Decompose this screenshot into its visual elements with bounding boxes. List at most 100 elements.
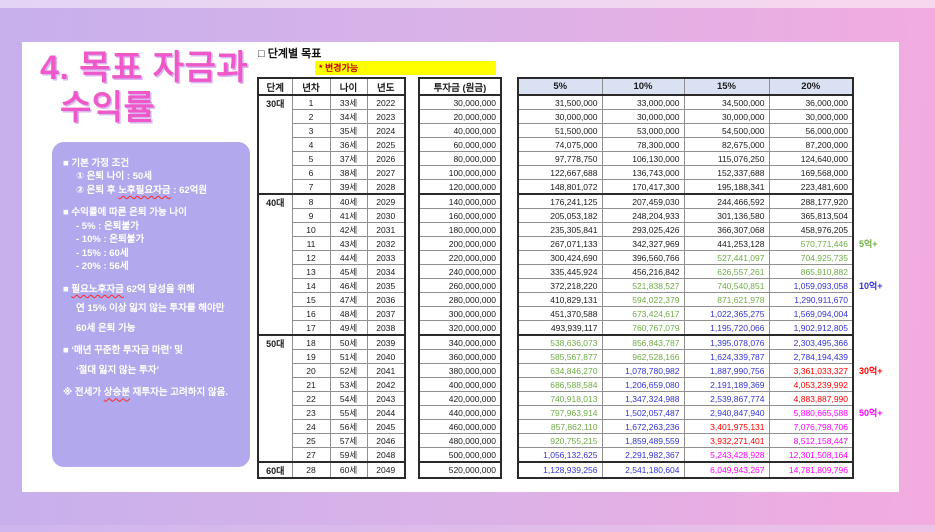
- row-number-cell: 13: [291, 264, 331, 279]
- assumption-line: ① 은퇴 나이 : 50세: [63, 170, 239, 183]
- year-cell: 2040: [366, 349, 406, 364]
- year-cell: 2035: [366, 278, 406, 293]
- table-row: 19 51세 2040 360,000,000 585,567,877 962,528,1…: [258, 349, 897, 364]
- investment-cell: 520,000,000: [418, 461, 502, 479]
- return-cell: 7,076,798,706: [768, 419, 854, 434]
- assumption-line: 연 15% 이상 잃지 않는 투자를 해야만: [63, 302, 239, 315]
- assumption-text: 60세 은퇴 가능: [76, 322, 136, 334]
- age-cell: 55세: [329, 405, 368, 420]
- return-cell: 920,755,215: [517, 433, 603, 448]
- row-number-cell: 22: [291, 391, 331, 406]
- gap: [405, 434, 419, 448]
- annotation-label: [853, 194, 897, 209]
- return-cell: 1,195,720,066: [683, 320, 770, 336]
- row-number-cell: 25: [291, 433, 331, 448]
- return-cell: 51,500,000: [517, 123, 603, 138]
- age-cell: 41세: [329, 208, 368, 223]
- annotation-label: 50억+: [859, 408, 883, 418]
- age-cell: 39세: [329, 179, 368, 195]
- row-number-cell: 14: [291, 278, 331, 293]
- return-cell: 31,500,000: [517, 94, 603, 110]
- gap: [853, 78, 897, 95]
- return-cell: 288,177,920: [768, 193, 854, 209]
- return-cell: 1,502,057,487: [601, 405, 685, 420]
- gap: [405, 138, 419, 152]
- header-stage: 단계: [257, 77, 293, 96]
- table-row: 6 38세 2027 100,000,000 122,667,688 136,743,00…: [258, 165, 897, 180]
- row-number-cell: 27: [291, 447, 331, 463]
- return-cell: 30,000,000: [683, 109, 770, 124]
- return-cell: 1,672,263,236: [601, 419, 685, 434]
- assumption-line: ② 은퇴 후 노후필요자금 : 62억원: [63, 184, 239, 197]
- return-cell: 856,843,787: [601, 334, 685, 350]
- investment-cell: 80,000,000: [418, 151, 502, 166]
- bottom-border-strip: [0, 525, 935, 532]
- gap: [501, 406, 518, 420]
- assumption-text: ■ ‘매년 꾸준한 투자금 마련’ 및: [63, 345, 183, 357]
- investment-cell: 480,000,000: [418, 433, 502, 448]
- row-number-cell: 7: [291, 179, 331, 195]
- gap: [405, 180, 419, 195]
- return-cell: 410,829,131: [517, 292, 603, 307]
- return-cell: 82,675,000: [683, 137, 770, 152]
- gap: [501, 237, 518, 251]
- return-cell: 458,976,205: [768, 222, 854, 237]
- header-rate-5: 5%: [517, 77, 603, 96]
- year-cell: 2045: [366, 419, 406, 434]
- investment-cell: 440,000,000: [418, 405, 502, 420]
- return-cell: 300,424,690: [517, 250, 603, 265]
- table-row: 7 39세 2028 120,000,000 148,801,072 170,417,30…: [258, 179, 897, 195]
- return-cell: 626,557,261: [683, 264, 770, 279]
- gap: [501, 138, 518, 152]
- assumption-text: - 5% : 은퇴불가: [76, 220, 139, 232]
- gap: [501, 321, 518, 336]
- assumption-text: : 62억원: [170, 184, 208, 196]
- gap: [405, 378, 419, 392]
- return-cell: 1,347,324,988: [601, 391, 685, 406]
- age-cell: 44세: [329, 250, 368, 265]
- gap: [501, 265, 518, 279]
- return-cell: 704,925,735: [768, 250, 854, 265]
- return-cell: 342,327,969: [601, 236, 685, 251]
- return-cell: 3,401,975,131: [683, 419, 770, 434]
- return-cell: 30,000,000: [517, 109, 603, 124]
- return-cell: 2,940,847,940: [683, 405, 770, 420]
- age-cell: 33세: [329, 94, 368, 110]
- year-cell: 2024: [366, 123, 406, 138]
- investment-cell: 300,000,000: [418, 306, 502, 321]
- assumption-text: ① 은퇴 나이 : 50세: [76, 171, 153, 183]
- return-cell: 797,963,914: [517, 405, 603, 420]
- row-number-cell: 15: [291, 292, 331, 307]
- annotation-label: [853, 110, 897, 124]
- table-row: 25 57세 2046 480,000,000 920,755,215 1,859,489…: [258, 433, 897, 448]
- return-cell: 2,541,180,604: [601, 461, 685, 479]
- return-cell: 493,939,117: [517, 320, 603, 336]
- assumption-text: 62억 달성을 위해: [123, 283, 195, 295]
- investment-cell: 340,000,000: [418, 334, 502, 350]
- table-row: 4 36세 2025 60,000,000 74,075,000 78,300,000 82…: [258, 137, 897, 152]
- assumption-text: ‘절대 잃지 않는 투자’: [76, 364, 160, 376]
- return-cell: 78,300,000: [601, 137, 685, 152]
- gap: [501, 95, 518, 110]
- return-cell: 5,880,665,588: [768, 405, 854, 420]
- stage-cell: 60대: [257, 461, 293, 479]
- investment-cell: 140,000,000: [418, 193, 502, 209]
- return-cell: 521,838,527: [601, 278, 685, 293]
- return-cell: 169,568,000: [768, 165, 854, 180]
- return-cell: 2,191,189,369: [683, 377, 770, 392]
- gap: [405, 110, 419, 124]
- header-rate-15: 15%: [683, 77, 770, 96]
- investment-cell: 360,000,000: [418, 349, 502, 364]
- investment-cell: 380,000,000: [418, 363, 502, 378]
- assumption-text: 재투자는 고려하지 않음.: [129, 387, 228, 399]
- age-cell: 52세: [329, 363, 368, 378]
- table-row: 12 44세 2033 220,000,000 300,424,690 396,560,7…: [258, 250, 897, 265]
- annotation-label: [853, 180, 897, 195]
- return-cell: 372,218,220: [517, 278, 603, 293]
- return-cell: 176,241,125: [517, 193, 603, 209]
- gap: [501, 307, 518, 321]
- age-cell: 56세: [329, 419, 368, 434]
- table-row: 23 55세 2044 440,000,000 797,963,914 1,502,057…: [258, 405, 897, 420]
- year-cell: 2025: [366, 137, 406, 152]
- gap: [405, 293, 419, 307]
